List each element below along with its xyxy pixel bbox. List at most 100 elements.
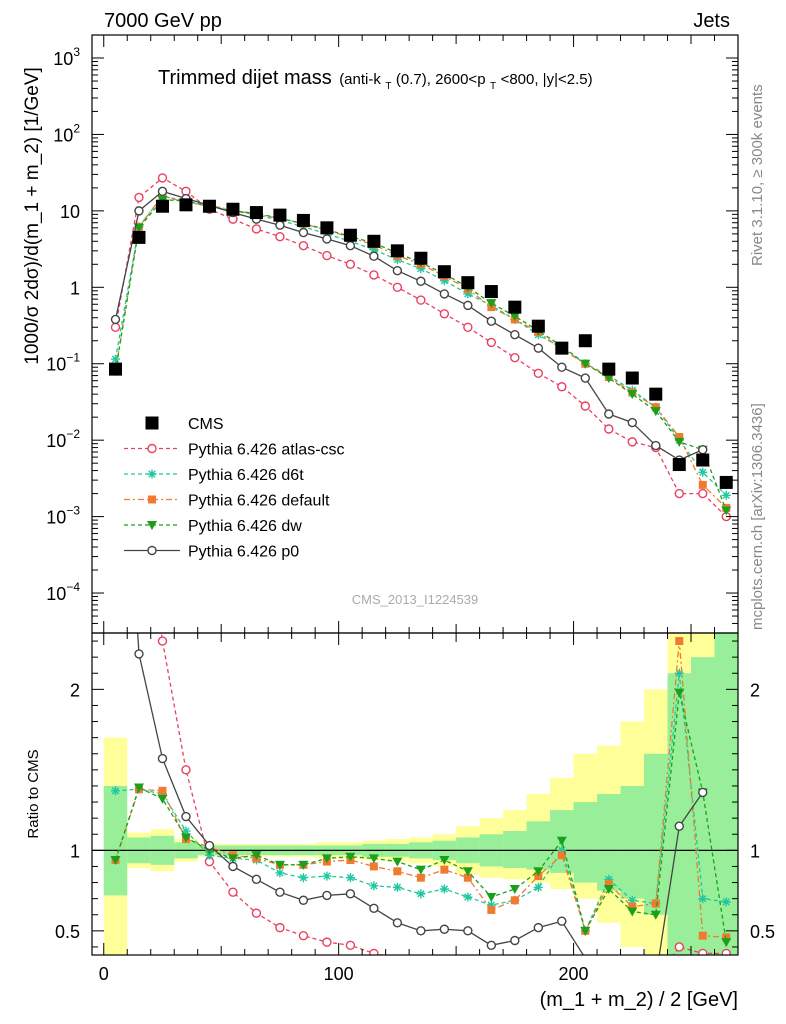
main-point-d6t — [463, 289, 473, 299]
main-point-p0 — [345, 241, 356, 251]
main-y-tick-label: 10−1 — [46, 351, 80, 375]
ratio-series-atlas_csc — [157, 633, 731, 955]
main-point-cms — [226, 202, 240, 216]
ratio-point-d6t — [110, 786, 120, 796]
x-tick-label: 100 — [324, 964, 354, 984]
ratio-point-p0 — [345, 889, 356, 899]
ratio-point-dw — [415, 865, 426, 875]
ratio-point-default — [416, 873, 425, 882]
main-y-tick-mantissa: 10 — [60, 202, 80, 222]
main-point-atlas_csc — [510, 352, 520, 363]
main-series-cms — [108, 198, 733, 489]
ratio-point-dw — [392, 857, 403, 867]
legend-label-dw: Pythia 6.426 dw — [188, 518, 302, 535]
legend-entry-default: Pythia 6.426 default — [124, 493, 330, 510]
main-point-p0 — [580, 373, 591, 383]
ratio-point-dw — [533, 867, 544, 877]
main-point-atlas_csc — [392, 282, 403, 293]
main-y-tick-exponent: −3 — [66, 504, 80, 518]
main-point-atlas_csc — [627, 437, 637, 447]
ratio-point-d6t — [298, 873, 308, 883]
band-green-bin — [691, 657, 715, 955]
ratio-point-p0 — [439, 924, 450, 934]
ratio-point-d6t — [345, 873, 355, 883]
header-right: Jets — [693, 10, 730, 32]
main-y-tick-mantissa: 1 — [70, 278, 80, 298]
ratio-series-p0 — [134, 633, 708, 955]
ratio-point-atlas_csc — [721, 948, 731, 955]
ratio-point-p0 — [275, 887, 285, 897]
legend-marker-cms — [145, 416, 159, 430]
main-point-atlas_csc — [486, 337, 497, 348]
main-point-d6t — [439, 276, 449, 286]
legend-entry-atlas_csc: Pythia 6.426 atlas-csc — [124, 442, 345, 459]
main-point-d6t — [369, 245, 379, 255]
legend-label-atlas_csc: Pythia 6.426 atlas-csc — [188, 442, 345, 459]
main-point-cms — [696, 453, 710, 467]
main-point-d6t — [110, 354, 120, 364]
main-series — [108, 173, 733, 522]
plot-title: Trimmed dijet mass (anti-k T (0.7), 2600… — [158, 67, 593, 93]
main-y-tick-mantissa: 10 — [46, 355, 66, 375]
main-point-cms — [414, 251, 428, 265]
main-point-cms — [578, 334, 592, 348]
ratio-point-p0 — [486, 940, 497, 951]
legend-marker-p0 — [147, 545, 157, 556]
main-point-atlas_csc — [369, 270, 379, 280]
main-point-p0 — [439, 289, 450, 299]
main-point-cms — [649, 387, 663, 401]
main-point-p0 — [486, 316, 497, 326]
ratio-line-p0 — [137, 633, 704, 955]
main-y-axis-title: 1000/σ 2dσ)/d(m_1 + m_2) [1/GeV] — [22, 67, 43, 365]
main-plot-area — [92, 35, 738, 633]
main-y-tick-label: 103 — [53, 45, 80, 69]
plot-title-sub-5: <800, |y|<2.5) — [501, 71, 593, 88]
main-point-dw — [603, 374, 614, 384]
x-tick-label: 0 — [99, 964, 109, 984]
main-point-cms — [367, 234, 381, 248]
main-point-default — [698, 480, 707, 489]
analysis-watermark: CMS_2013_I1224539 — [352, 592, 479, 607]
ratio-point-dw — [462, 867, 473, 877]
main-y-tick-label: 102 — [53, 121, 80, 145]
ratio-point-dw — [345, 852, 356, 862]
main-point-atlas_csc — [251, 224, 262, 234]
ratio-point-dw — [251, 851, 262, 861]
main-y-tick-label: 10−4 — [46, 580, 80, 604]
ratio-point-d6t — [463, 892, 473, 902]
band-green-bin — [620, 785, 645, 899]
ratio-point-atlas_csc — [275, 922, 285, 933]
plot-title-sub-1: (anti-k — [339, 71, 381, 88]
main-point-p0 — [510, 329, 520, 340]
header-left: 7000 GeV pp — [104, 10, 222, 32]
ratio-point-default — [463, 873, 472, 882]
ratio-point-dw — [274, 860, 285, 870]
ratio-point-d6t — [416, 889, 426, 899]
ratio-point-dw — [486, 893, 497, 903]
ratio-point-dw — [627, 907, 638, 917]
main-y-tick-exponent: 2 — [73, 121, 80, 135]
main-y-tick-label: 10−2 — [46, 427, 80, 451]
legend-marker-dw — [147, 521, 157, 530]
ratio-frame — [91, 632, 739, 956]
main-point-cms — [672, 458, 686, 472]
ratio-point-d6t — [627, 895, 637, 905]
plot-title-sub-4: T — [490, 81, 496, 92]
main-point-atlas_csc — [134, 192, 144, 203]
main-point-p0 — [416, 276, 426, 286]
main-y-tick-mantissa: 10 — [53, 125, 73, 145]
main-point-p0 — [157, 186, 168, 197]
ratio-point-p0 — [510, 935, 520, 946]
x-tick-label: 200 — [559, 964, 589, 984]
main-point-dw — [674, 437, 685, 447]
main-point-cms — [555, 341, 569, 355]
ratio-point-dw — [133, 783, 144, 793]
main-y-tick-label: 10−3 — [46, 504, 80, 528]
main-point-atlas_csc — [416, 295, 426, 305]
main-point-cms — [132, 230, 146, 244]
main-point-atlas_csc — [533, 368, 544, 378]
main-point-cms — [249, 206, 263, 220]
ratio-point-dw — [603, 884, 614, 894]
ratio-point-default — [487, 905, 496, 914]
